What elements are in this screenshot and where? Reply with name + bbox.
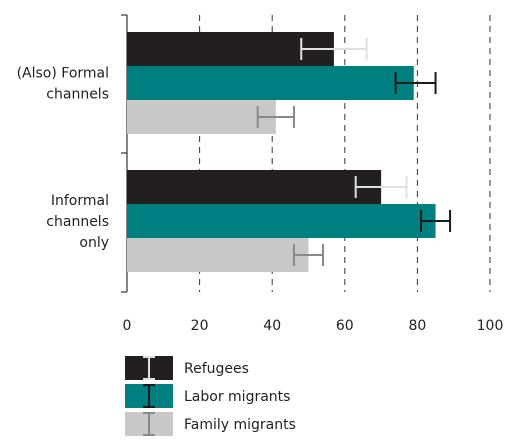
bar-labor-migrants (127, 204, 436, 238)
legend-item: Family migrants (125, 412, 296, 436)
error-bar (300, 38, 368, 60)
legend: Refugees Labor migrants Family migrants (125, 356, 296, 436)
x-tick-label: 60 (336, 318, 354, 334)
bar-family-migrants (127, 238, 309, 272)
x-tick-label: 20 (191, 318, 209, 334)
label-layer: 0 20 40 60 80 100 (Also) Formal channels Informa… (17, 66, 504, 335)
legend-label: Family migrants (184, 417, 296, 433)
x-tick-label: 80 (408, 318, 426, 334)
bar-refugees (127, 32, 334, 66)
category-label: (Also) Formal (17, 66, 109, 82)
category-label: channels (46, 214, 109, 230)
category-label: channels (46, 87, 109, 103)
legend-label: Refugees (184, 361, 249, 377)
legend-item: Labor migrants (125, 384, 290, 408)
error-bar (420, 210, 452, 232)
bar-layer (127, 32, 452, 272)
axis-layer (121, 14, 128, 293)
category-label: Informal (51, 193, 109, 209)
legend-label: Labor migrants (184, 389, 290, 405)
legend-item: Refugees (125, 356, 249, 380)
error-bar (394, 72, 437, 94)
bar-family-migrants (127, 100, 276, 134)
error-bar (292, 244, 325, 266)
error-bar (256, 106, 295, 128)
error-bar (354, 176, 408, 198)
category-label: only (79, 235, 109, 251)
bar-labor-migrants (127, 66, 414, 100)
x-tick-label: 40 (263, 318, 281, 334)
x-tick-label: 0 (123, 318, 132, 334)
x-tick-label: 100 (477, 318, 504, 334)
bar-refugees (127, 170, 382, 204)
